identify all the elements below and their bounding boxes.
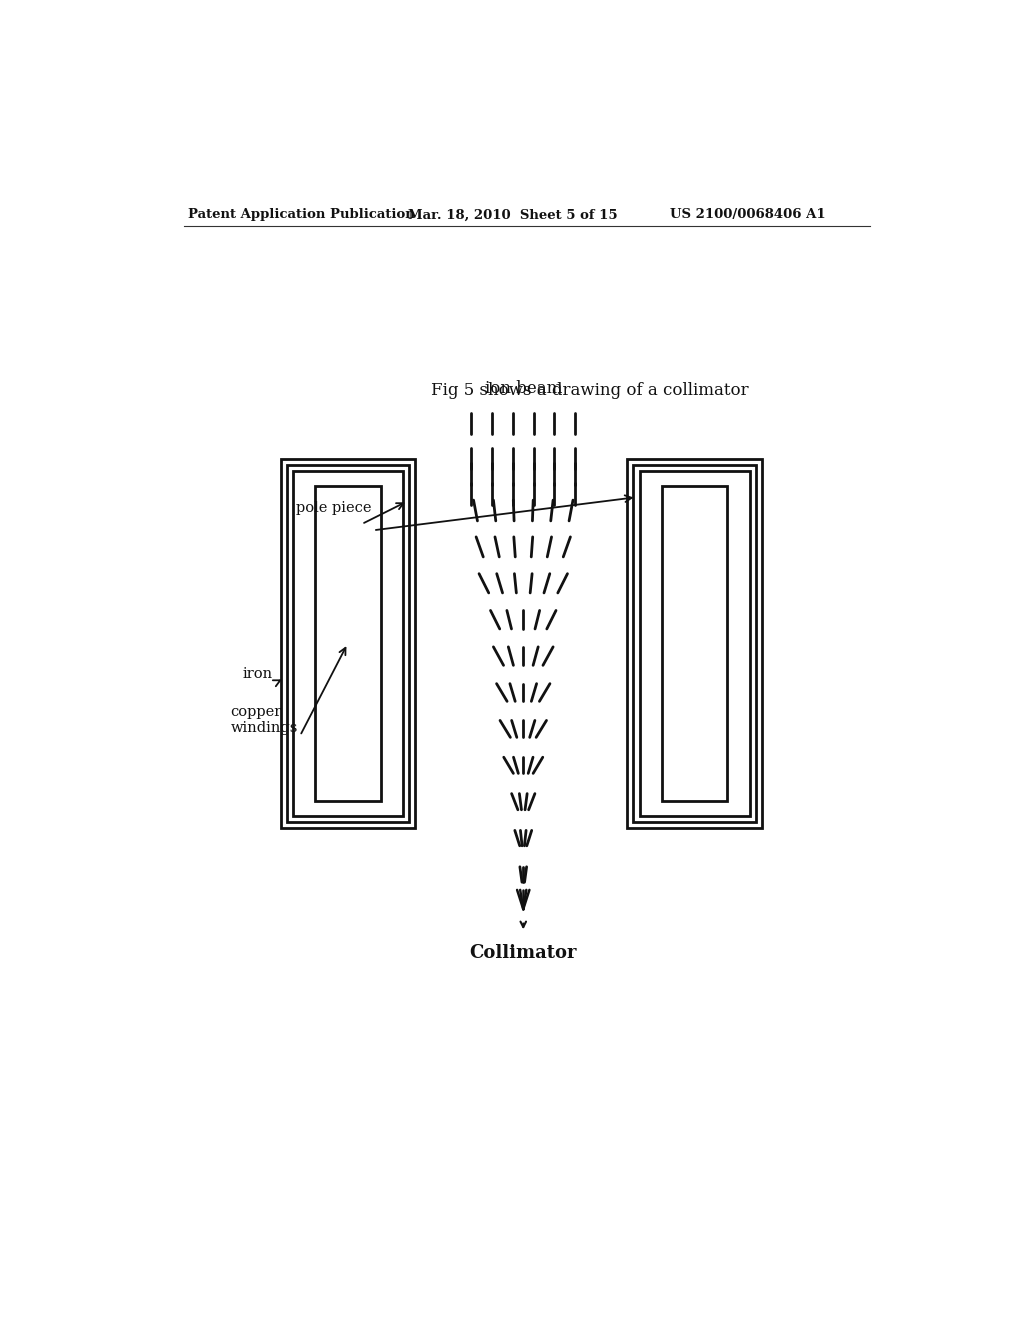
Bar	[662, 486, 727, 801]
Bar	[634, 465, 756, 822]
Bar	[293, 471, 403, 816]
Bar	[640, 471, 750, 816]
Bar	[628, 459, 762, 829]
Bar	[281, 459, 416, 829]
Text: Fig 5 shows a drawing of a collimator: Fig 5 shows a drawing of a collimator	[431, 381, 749, 399]
Text: pole piece: pole piece	[296, 502, 372, 515]
Text: iron: iron	[243, 667, 272, 681]
Text: copper
windings: copper windings	[230, 705, 298, 735]
Text: ion beam: ion beam	[484, 380, 562, 397]
Text: Patent Application Publication: Patent Application Publication	[188, 209, 415, 222]
Bar	[315, 486, 381, 801]
Bar	[287, 465, 410, 822]
Text: Mar. 18, 2010  Sheet 5 of 15: Mar. 18, 2010 Sheet 5 of 15	[408, 209, 617, 222]
Text: US 2100/0068406 A1: US 2100/0068406 A1	[670, 209, 825, 222]
Text: Collimator: Collimator	[470, 944, 577, 962]
